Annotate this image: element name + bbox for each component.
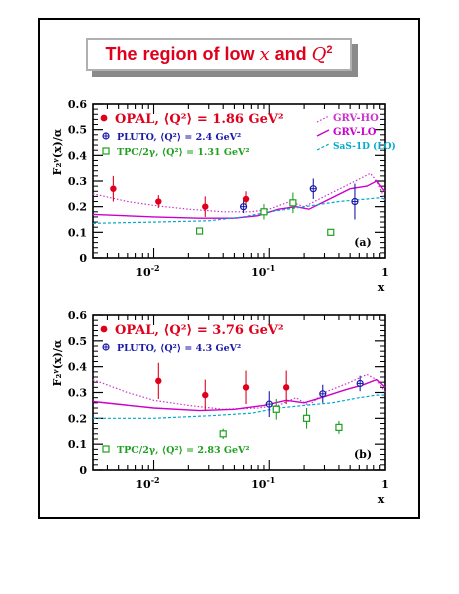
opal-point xyxy=(282,384,290,391)
page-title: The region of low x and Q2 xyxy=(105,44,333,65)
legend-sas: SaS-1D (LO) xyxy=(333,141,396,152)
tpc-point xyxy=(195,227,204,235)
y-axis-label: F₂ᵞ(x)/α xyxy=(51,128,64,175)
legend-pluto: PLUTO, ⟨Q²⟩ = 4.3 GeV² xyxy=(117,343,241,354)
x-tick-label: 10-1 xyxy=(251,475,275,491)
curve-sas-1d-lo- xyxy=(93,394,385,419)
y-tick-label: 0 xyxy=(79,464,87,477)
x-axis-label: x xyxy=(378,493,385,506)
x-tick-label: 10-1 xyxy=(251,263,275,279)
legend-tpc-marker xyxy=(102,147,110,155)
y-tick-label: 0.1 xyxy=(68,438,87,451)
x-tick-label: 1 xyxy=(381,478,389,491)
legend-grvlo-line xyxy=(316,129,330,137)
legend-opal-marker xyxy=(100,325,108,333)
tpc-point xyxy=(272,405,280,413)
y-tick-label: 0.3 xyxy=(68,387,87,400)
panel-label: (a) xyxy=(354,236,372,249)
opal-point xyxy=(110,185,117,192)
x-axis-label: x xyxy=(378,281,385,294)
x-tick-label: 1 xyxy=(381,266,389,279)
title-box: The region of low x and Q2 xyxy=(86,38,352,71)
y-tick-label: 0.4 xyxy=(68,149,87,162)
y-tick-label: 0.2 xyxy=(68,201,87,214)
legend-opal: OPAL, ⟨Q²⟩ = 3.76 GeV² xyxy=(115,323,284,338)
panel-label: (b) xyxy=(354,448,372,461)
tpc-point xyxy=(335,423,343,431)
x-tick-label: 10-2 xyxy=(135,475,159,491)
y-tick-label: 0 xyxy=(79,252,87,265)
legend-opal: OPAL, ⟨Q²⟩ = 1.86 GeV² xyxy=(115,112,284,127)
panel-b: 0 0.1 0.2 0.3 0.4 0.5 0.6 10-2 10-1 1 x F₂ᵞ(x)/α (b)… xyxy=(51,309,389,506)
figure-frame xyxy=(38,18,420,519)
curve-grv-lo xyxy=(92,378,386,412)
curve-grv-ho xyxy=(92,373,386,410)
y-tick-label: 0.1 xyxy=(68,226,87,239)
tpc-point xyxy=(327,228,335,236)
y-tick-label: 0.3 xyxy=(68,175,87,188)
y-tick-label: 0.6 xyxy=(68,309,87,322)
y-tick-label: 0.4 xyxy=(68,361,87,374)
legend-grvho: GRV-HO xyxy=(333,113,379,124)
legend-opal-marker xyxy=(100,114,108,122)
y-tick-label: 0.5 xyxy=(68,124,87,137)
legend-pluto: PLUTO, ⟨Q²⟩ = 2.4 GeV² xyxy=(117,132,241,143)
legend-tpc-marker xyxy=(102,445,110,453)
y-tick-label: 0.2 xyxy=(68,412,87,425)
opal-point xyxy=(242,195,250,203)
opal-point xyxy=(155,198,162,205)
y-axis-label: F₂ᵞ(x)/α xyxy=(51,339,64,386)
x-tick-label: 10-2 xyxy=(135,263,159,279)
opal-point xyxy=(242,384,250,391)
curve-grv-lo xyxy=(92,180,386,219)
legend-sas-line xyxy=(316,143,330,151)
opal-point xyxy=(202,203,209,210)
tpc-point xyxy=(289,199,297,207)
y-tick-label: 0.6 xyxy=(68,98,87,111)
tpc-point xyxy=(260,208,268,216)
opal-point xyxy=(155,377,162,385)
tpc-point xyxy=(219,430,227,438)
legend-tpc: TPC/2γ, ⟨Q²⟩ = 1.31 GeV² xyxy=(117,147,250,158)
legend-tpc: TPC/2γ, ⟨Q²⟩ = 2.83 GeV² xyxy=(117,445,250,456)
legend-grvlo: GRV-LO xyxy=(333,127,377,138)
curve-sas-1d-lo- xyxy=(92,197,386,224)
opal-point xyxy=(202,391,209,399)
y-tick-label: 0.5 xyxy=(68,335,87,348)
legend-grvho-line xyxy=(316,115,330,123)
panel-a: 0 0.1 0.2 0.3 0.4 0.5 0.6 10-2 10-1 1 x F₂ᵞ(x)/α (a)… xyxy=(51,98,396,294)
tpc-point xyxy=(302,414,311,422)
